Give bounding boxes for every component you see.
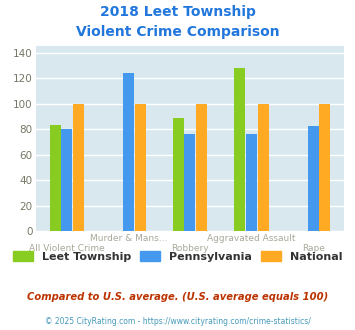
Bar [73,104,84,231]
Legend: Leet Township, Pennsylvania, National: Leet Township, Pennsylvania, National [13,251,342,262]
Text: 2018 Leet Township: 2018 Leet Township [99,5,256,19]
Bar [50,125,61,231]
Bar [184,134,196,231]
Bar [196,104,207,231]
Bar [246,134,257,231]
Text: Compared to U.S. average. (U.S. average equals 100): Compared to U.S. average. (U.S. average … [27,292,328,302]
Bar [319,104,330,231]
Bar [173,117,184,231]
Text: © 2025 CityRating.com - https://www.cityrating.com/crime-statistics/: © 2025 CityRating.com - https://www.city… [45,317,310,326]
Bar [258,104,269,231]
Bar [61,129,72,231]
Text: Violent Crime Comparison: Violent Crime Comparison [76,25,279,39]
Bar [234,68,245,231]
Bar [123,73,134,231]
Bar [135,104,146,231]
Bar [307,126,319,231]
